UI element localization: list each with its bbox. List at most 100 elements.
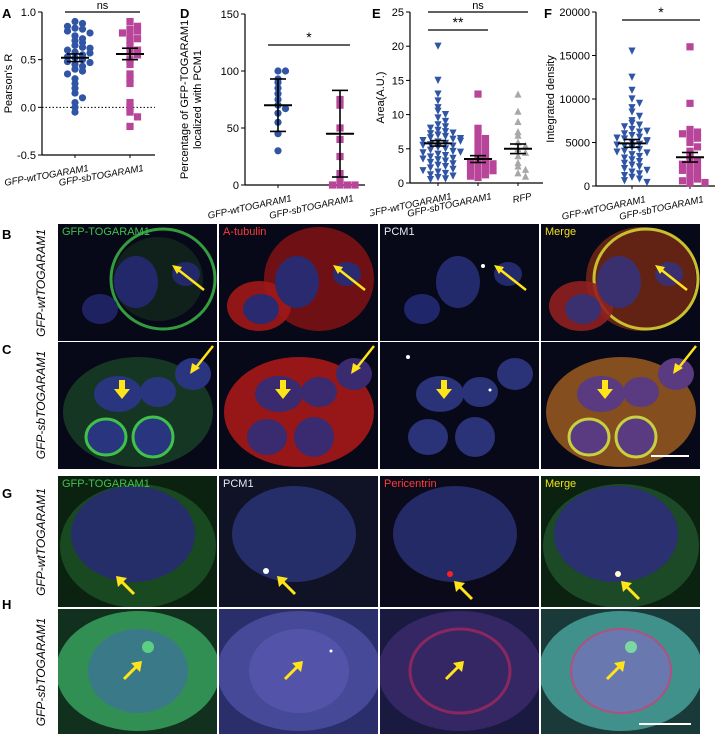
data-point — [628, 156, 636, 164]
data-point — [86, 58, 94, 67]
data-point — [521, 141, 530, 149]
micrograph-C-pcm1 — [380, 342, 539, 469]
data-point — [514, 162, 522, 170]
arrow-icon — [190, 345, 214, 374]
data-point — [71, 108, 79, 116]
data-point — [474, 138, 482, 146]
data-point — [328, 181, 337, 189]
row-label-B: GFP-wtTOGARAM1 — [34, 228, 49, 337]
data-point — [481, 141, 490, 149]
micrograph-C-gfp — [58, 342, 217, 469]
data-point — [628, 47, 636, 55]
data-point — [426, 134, 435, 142]
data-point — [78, 19, 87, 28]
data-point — [643, 166, 651, 174]
y-tick-label: 1.0 — [21, 7, 36, 19]
data-point — [456, 137, 465, 145]
series-0 — [419, 42, 465, 184]
arrow-icon — [621, 581, 641, 601]
data-point — [434, 107, 442, 115]
data-point — [686, 131, 694, 140]
data-point — [521, 172, 530, 180]
micrograph-B-tubulin: A-tubulin — [219, 224, 378, 341]
data-point — [628, 151, 636, 159]
channel-label-pcm1: PCM1 — [384, 226, 415, 238]
data-point — [434, 126, 442, 134]
arrow-icon — [351, 345, 375, 374]
data-point — [474, 162, 482, 170]
data-point — [126, 98, 134, 107]
y-axis-label: Percentage of GFP-TOGARAM1 — [179, 20, 191, 179]
data-point — [620, 154, 629, 162]
data-point — [434, 131, 442, 139]
data-point — [343, 181, 352, 189]
panel-letter-G: G — [2, 486, 13, 501]
data-point — [426, 146, 435, 154]
data-point — [441, 123, 450, 131]
channel-label-merge: Merge — [545, 478, 577, 490]
y-tick-label: 100 — [221, 66, 239, 78]
data-point — [441, 175, 450, 183]
y-tick-label: 15 — [392, 75, 404, 87]
micrograph-H-pericentrin — [380, 609, 539, 734]
data-point — [635, 121, 644, 129]
data-point — [434, 168, 442, 176]
data-point — [63, 46, 72, 54]
data-point — [635, 112, 644, 120]
micrograph-G-pcm1: PCM1 — [219, 476, 378, 607]
data-point — [466, 165, 475, 173]
data-point — [620, 147, 629, 155]
data-point — [643, 178, 651, 187]
data-point — [678, 130, 687, 138]
panel-letter-B: B — [2, 227, 12, 242]
data-point — [78, 43, 87, 51]
data-point — [426, 164, 435, 172]
data-point — [613, 148, 621, 156]
data-point — [643, 149, 651, 157]
data-point — [628, 95, 636, 103]
data-point — [126, 37, 134, 45]
data-point — [434, 173, 442, 182]
significance-label: ** — [453, 14, 464, 30]
data-point — [693, 134, 702, 142]
data-point — [628, 168, 636, 176]
data-point — [449, 154, 457, 162]
data-point — [514, 131, 522, 139]
data-point — [514, 152, 522, 160]
data-point — [126, 79, 134, 88]
data-point — [281, 67, 290, 75]
data-point — [474, 131, 482, 139]
arrow-icon — [444, 661, 464, 681]
data-point — [449, 147, 457, 156]
arrow-icon — [333, 265, 366, 291]
data-point — [620, 159, 629, 167]
channel-label-gfp: GFP-TOGARAM1 — [62, 226, 150, 238]
data-point — [489, 160, 497, 168]
data-point — [481, 171, 490, 179]
row-label-C: GFP-sbTOGARAM1 — [34, 350, 48, 460]
data-point — [441, 128, 450, 136]
data-point — [628, 125, 636, 134]
data-point — [351, 181, 359, 189]
data-point — [449, 172, 457, 180]
y-axis-label: Area(A.U.) — [375, 72, 387, 124]
data-point — [441, 132, 450, 141]
data-point — [481, 164, 490, 172]
micrograph-B-gfp: GFP-TOGARAM1 — [58, 224, 217, 341]
data-point — [133, 22, 142, 30]
data-point — [336, 181, 344, 189]
data-point — [481, 134, 490, 143]
data-point — [434, 161, 442, 169]
data-point — [449, 135, 457, 143]
data-point — [481, 153, 490, 161]
arrow-icon — [673, 345, 697, 374]
data-point — [635, 99, 644, 107]
data-point — [686, 99, 694, 107]
arrow-icon — [277, 576, 297, 596]
series-1 — [678, 43, 709, 187]
y-tick-label: 150 — [221, 9, 239, 21]
data-point — [701, 178, 709, 187]
micrograph-H-pcm1 — [219, 609, 378, 734]
data-point — [419, 167, 427, 175]
panel-letter-E: E — [372, 6, 381, 21]
